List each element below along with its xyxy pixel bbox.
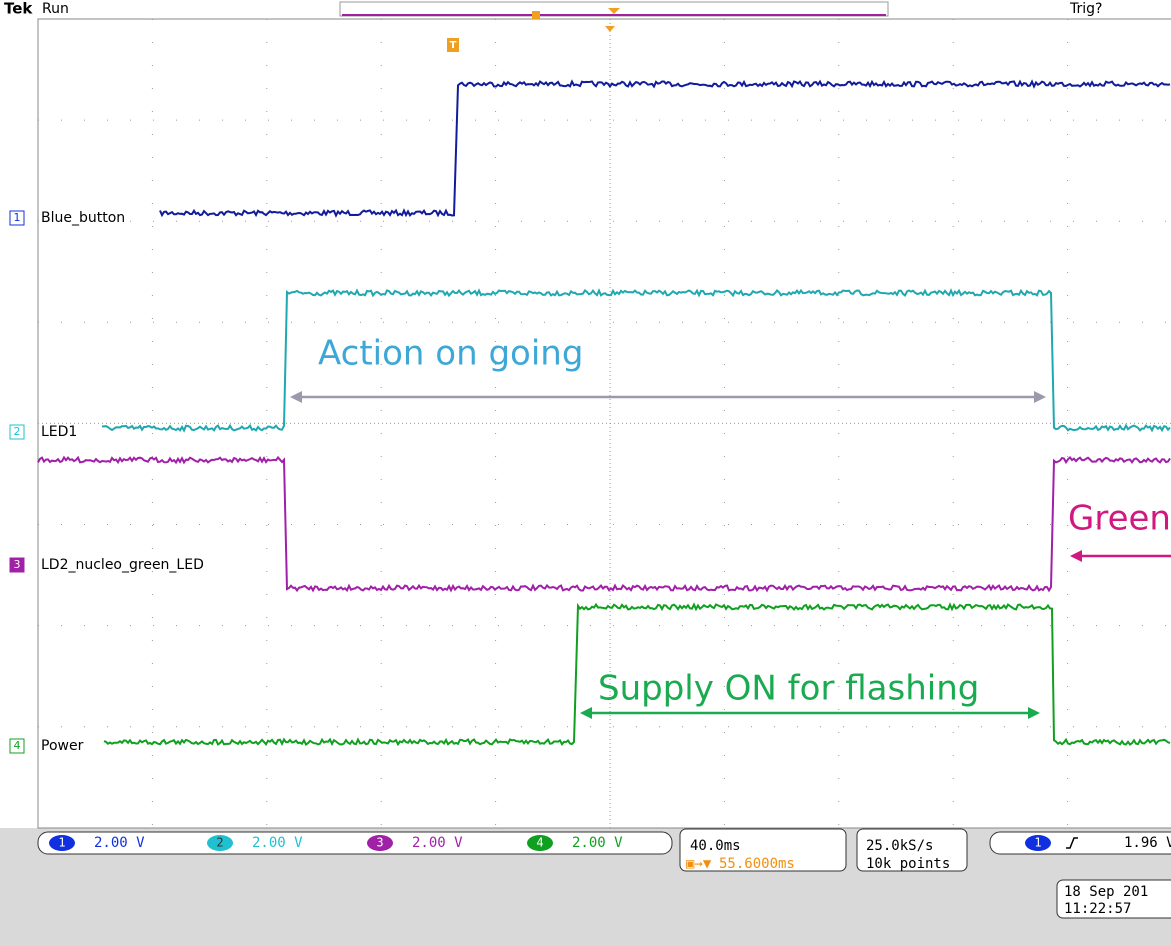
trace [37, 455, 1171, 593]
readouts: 40.0ms ▣→▼ 55.6000ms 25.0kS/s 10k points… [37, 828, 1171, 919]
trigger-pos [532, 11, 540, 19]
channel-label: Power [41, 738, 84, 754]
channel-readout-number: 4 [536, 836, 543, 850]
run-status: Run [42, 1, 69, 17]
acq-box [856, 828, 968, 872]
trace [101, 288, 1171, 433]
sample-rate: 25.0kS/s [866, 838, 933, 854]
channel-readout-badge [207, 835, 233, 851]
timebase-scale: 40.0ms [690, 838, 741, 854]
timebase-box [679, 828, 847, 872]
annotation: Action on going [318, 334, 583, 374]
arrow-head [1070, 550, 1082, 562]
channel-number: 4 [14, 739, 21, 752]
channel-number: 1 [14, 211, 21, 224]
trigger-marker: T [450, 40, 457, 51]
annotation: Green [1068, 499, 1171, 539]
channel-scale: 2.00 V [572, 835, 623, 851]
date: 18 Sep 201 [1064, 884, 1148, 900]
channel-readout-badge [367, 835, 393, 851]
channel-readout-number: 3 [376, 836, 383, 850]
channel-badge [9, 738, 25, 754]
channel-badge [9, 557, 25, 573]
channel-badge [9, 210, 25, 226]
channel-scale: 2.00 V [252, 835, 303, 851]
timestamp-box [1056, 879, 1171, 919]
channel-readout-badge [49, 835, 75, 851]
timebase-delay: 55.6000ms [719, 856, 795, 872]
channel-readout-number: 1 [58, 836, 65, 850]
center-marker [605, 26, 615, 32]
brand: Tek [4, 0, 33, 18]
channel-number: 3 [14, 558, 21, 571]
expansion-point [608, 8, 620, 14]
trigger-source-badge [1025, 835, 1051, 851]
time: 11:22:57 [1064, 901, 1131, 917]
channel-label: Blue_button [41, 210, 125, 226]
trigger-marker-box [447, 38, 459, 52]
trigger-source: 1 [1034, 836, 1041, 850]
channel-label: LED1 [41, 424, 77, 440]
traces [37, 79, 1171, 747]
trigger-delay-icon: ▣→▼ [686, 856, 712, 872]
annotation: Supply ON for flashing [598, 669, 979, 709]
channel-readout-box [37, 831, 673, 855]
channel-readout-badge [527, 835, 553, 851]
graticule [38, 19, 1171, 828]
slope-icon [1066, 837, 1078, 849]
channel-badge [9, 424, 25, 440]
arrows [290, 391, 1171, 719]
channel-label: LD2_nucleo_green_LED [41, 557, 204, 573]
trigger-status: Trig? [1069, 1, 1102, 17]
channel-readout-number: 2 [216, 836, 223, 850]
trace [103, 602, 1171, 747]
trace [159, 79, 1171, 218]
trigger-level: 1.96 V [1124, 835, 1171, 851]
record-length: 10k points [866, 856, 950, 872]
channel-scale: 2.00 V [94, 835, 145, 851]
channel-number: 2 [14, 425, 21, 438]
channel-scale: 2.00 V [412, 835, 463, 851]
